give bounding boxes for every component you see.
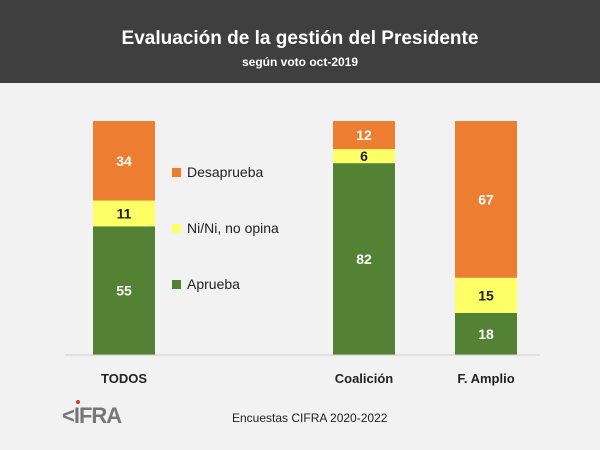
bar-segment-desaprueba (93, 121, 155, 201)
data-label: 55 (116, 283, 132, 299)
legend-swatch (172, 224, 181, 233)
legend-label: Aprueba (187, 276, 240, 292)
bar-segment-aprueba (455, 312, 517, 355)
chart-subtitle: según voto oct-2019 (241, 55, 359, 69)
category-label: F. Amplio (457, 371, 514, 386)
data-label: 34 (116, 153, 132, 169)
category-label: Coalición (335, 371, 394, 386)
legend-swatch (172, 280, 181, 289)
legend-swatch (172, 168, 181, 177)
bar-segment-ni-ni-no-opina (333, 149, 395, 164)
data-label: 82 (356, 251, 372, 267)
bar-segment-desaprueba (333, 121, 395, 150)
header: Evaluación de la gestión del Presidente … (0, 0, 600, 83)
bar-segment-aprueba (93, 226, 155, 355)
data-label: 15 (478, 287, 494, 303)
chart-title: Evaluación de la gestión del Presidente (121, 28, 479, 49)
data-label: 12 (356, 127, 372, 143)
data-label: 11 (117, 205, 132, 221)
bar-segment-ni-ni-no-opina (93, 200, 155, 227)
legend-label: Desaprueba (187, 164, 263, 180)
category-label: TODOS (101, 371, 147, 386)
data-label: 67 (478, 191, 494, 207)
source-note: Encuestas CIFRA 2020-2022 (232, 411, 388, 425)
data-label: 6 (360, 148, 368, 164)
bar-segment-desaprueba (455, 121, 517, 278)
legend-label: Ni/Ni, no opina (187, 220, 279, 236)
data-label: 18 (478, 326, 494, 342)
bar-segment-ni-ni-no-opina (455, 277, 517, 313)
cifra-logo: <IFRA (62, 400, 122, 429)
bar-segment-aprueba (333, 163, 395, 355)
